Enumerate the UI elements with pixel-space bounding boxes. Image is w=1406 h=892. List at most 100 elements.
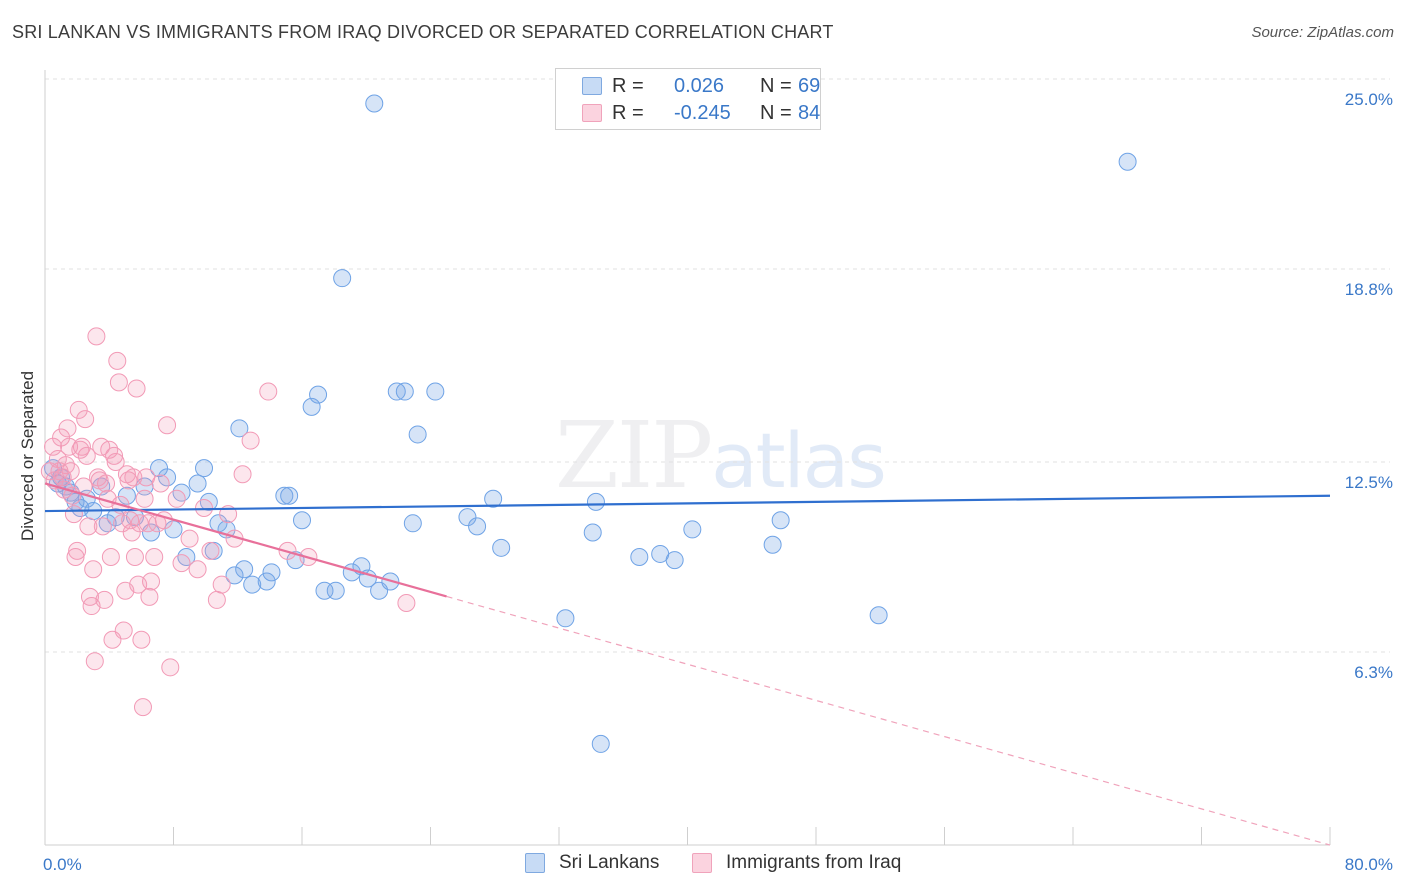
point-sri-lankans xyxy=(195,459,214,478)
point-sri-lankans xyxy=(172,483,191,502)
point-sri-lankans xyxy=(683,520,702,539)
point-sri-lankans xyxy=(225,566,244,585)
chart-title: SRI LANKAN VS IMMIGRANTS FROM IRAQ DIVOR… xyxy=(12,22,834,42)
legend-swatch-pink xyxy=(582,104,602,122)
point-iraq xyxy=(241,431,260,450)
point-iraq xyxy=(101,548,120,567)
point-sri-lankans xyxy=(243,575,262,594)
n-label: N = xyxy=(760,102,792,124)
point-sri-lankans xyxy=(257,572,276,591)
point-iraq xyxy=(151,474,170,493)
point-iraq xyxy=(108,351,127,370)
point-iraq xyxy=(93,517,112,536)
point-iraq xyxy=(64,505,83,524)
r-value: 0.026 xyxy=(674,75,725,97)
point-sri-lankans xyxy=(326,581,345,600)
r-label: R = xyxy=(612,102,644,124)
chart-source: Source: ZipAtlas.com xyxy=(1251,24,1394,41)
watermark-atlas: atlas xyxy=(711,416,887,505)
point-iraq xyxy=(397,593,416,612)
point-sri-lankans xyxy=(188,474,207,493)
point-sri-lankans xyxy=(586,492,605,511)
point-iraq xyxy=(133,698,152,717)
point-iraq xyxy=(60,437,79,456)
point-sri-lankans xyxy=(199,492,218,511)
r-label: R = xyxy=(612,75,644,97)
y-axis-label: Divorced or Separated xyxy=(18,371,37,541)
n-value: 84 xyxy=(798,102,821,124)
point-iraq xyxy=(119,471,138,490)
point-iraq xyxy=(188,560,207,579)
legend-swatch-blue xyxy=(582,77,602,95)
point-iraq xyxy=(80,587,99,606)
y-tick-label: 18.8% xyxy=(1345,280,1393,299)
point-sri-lankans xyxy=(164,520,183,539)
point-iraq xyxy=(84,560,103,579)
point-iraq xyxy=(106,453,125,472)
point-iraq xyxy=(158,416,177,435)
point-sri-lankans xyxy=(403,514,422,533)
point-iraq xyxy=(201,541,220,560)
point-sri-lankans xyxy=(408,425,427,444)
point-iraq xyxy=(61,462,80,481)
point-iraq xyxy=(58,419,77,438)
point-iraq xyxy=(79,517,98,536)
series-legend: Sri Lankans Immigrants from Iraq xyxy=(0,851,1406,879)
trend-line-iraq xyxy=(44,482,447,598)
point-iraq xyxy=(87,327,106,346)
n-value: 69 xyxy=(798,75,821,97)
point-iraq xyxy=(132,630,151,649)
point-iraq xyxy=(207,590,226,609)
point-sri-lankans xyxy=(1118,152,1137,171)
point-sri-lankans xyxy=(771,511,790,530)
point-iraq xyxy=(212,575,231,594)
x-tick-label: 0.0% xyxy=(43,855,82,874)
point-sri-lankans xyxy=(630,548,649,567)
point-iraq xyxy=(69,400,88,419)
point-iraq xyxy=(68,541,87,560)
point-sri-lankans xyxy=(275,486,294,505)
point-sri-lankans xyxy=(395,382,414,401)
legend-label: Immigrants from Iraq xyxy=(726,852,902,873)
point-sri-lankans xyxy=(426,382,445,401)
point-iraq xyxy=(72,437,91,456)
point-iraq xyxy=(109,373,128,392)
point-sri-lankans xyxy=(177,548,196,567)
point-sri-lankans xyxy=(280,486,299,505)
point-sri-lankans xyxy=(665,551,684,570)
point-iraq xyxy=(76,410,95,429)
point-sri-lankans xyxy=(484,489,503,508)
point-sri-lankans xyxy=(492,538,511,557)
y-tick-label: 6.3% xyxy=(1354,663,1393,682)
point-iraq xyxy=(124,468,143,487)
point-sri-lankans xyxy=(230,419,249,438)
watermark-zip: ZIP xyxy=(555,402,713,509)
point-sri-lankans xyxy=(365,94,384,113)
point-sri-lankans xyxy=(869,606,888,625)
point-iraq xyxy=(97,474,116,493)
y-tick-label: 12.5% xyxy=(1345,473,1393,492)
point-iraq xyxy=(77,446,96,465)
point-sri-lankans xyxy=(262,563,281,582)
point-iraq xyxy=(56,456,75,475)
point-iraq xyxy=(105,446,124,465)
watermark: ZIPatlas xyxy=(555,402,887,509)
r-value: -0.245 xyxy=(674,102,731,124)
point-iraq xyxy=(161,658,180,677)
point-iraq xyxy=(140,587,159,606)
point-sri-lankans xyxy=(309,385,328,404)
point-iraq xyxy=(172,554,191,573)
point-sri-lankans xyxy=(235,560,254,579)
point-iraq xyxy=(142,572,161,591)
point-sri-lankans xyxy=(556,609,575,628)
point-iraq xyxy=(114,621,133,640)
point-sri-lankans xyxy=(763,535,782,554)
point-sri-lankans xyxy=(333,269,352,288)
point-sri-lankans xyxy=(591,734,610,753)
legend-swatch-blue xyxy=(525,853,545,873)
point-iraq xyxy=(127,379,146,398)
y-tick-label: 25.0% xyxy=(1345,90,1393,109)
point-iraq xyxy=(95,590,114,609)
point-sri-lankans xyxy=(458,508,477,527)
